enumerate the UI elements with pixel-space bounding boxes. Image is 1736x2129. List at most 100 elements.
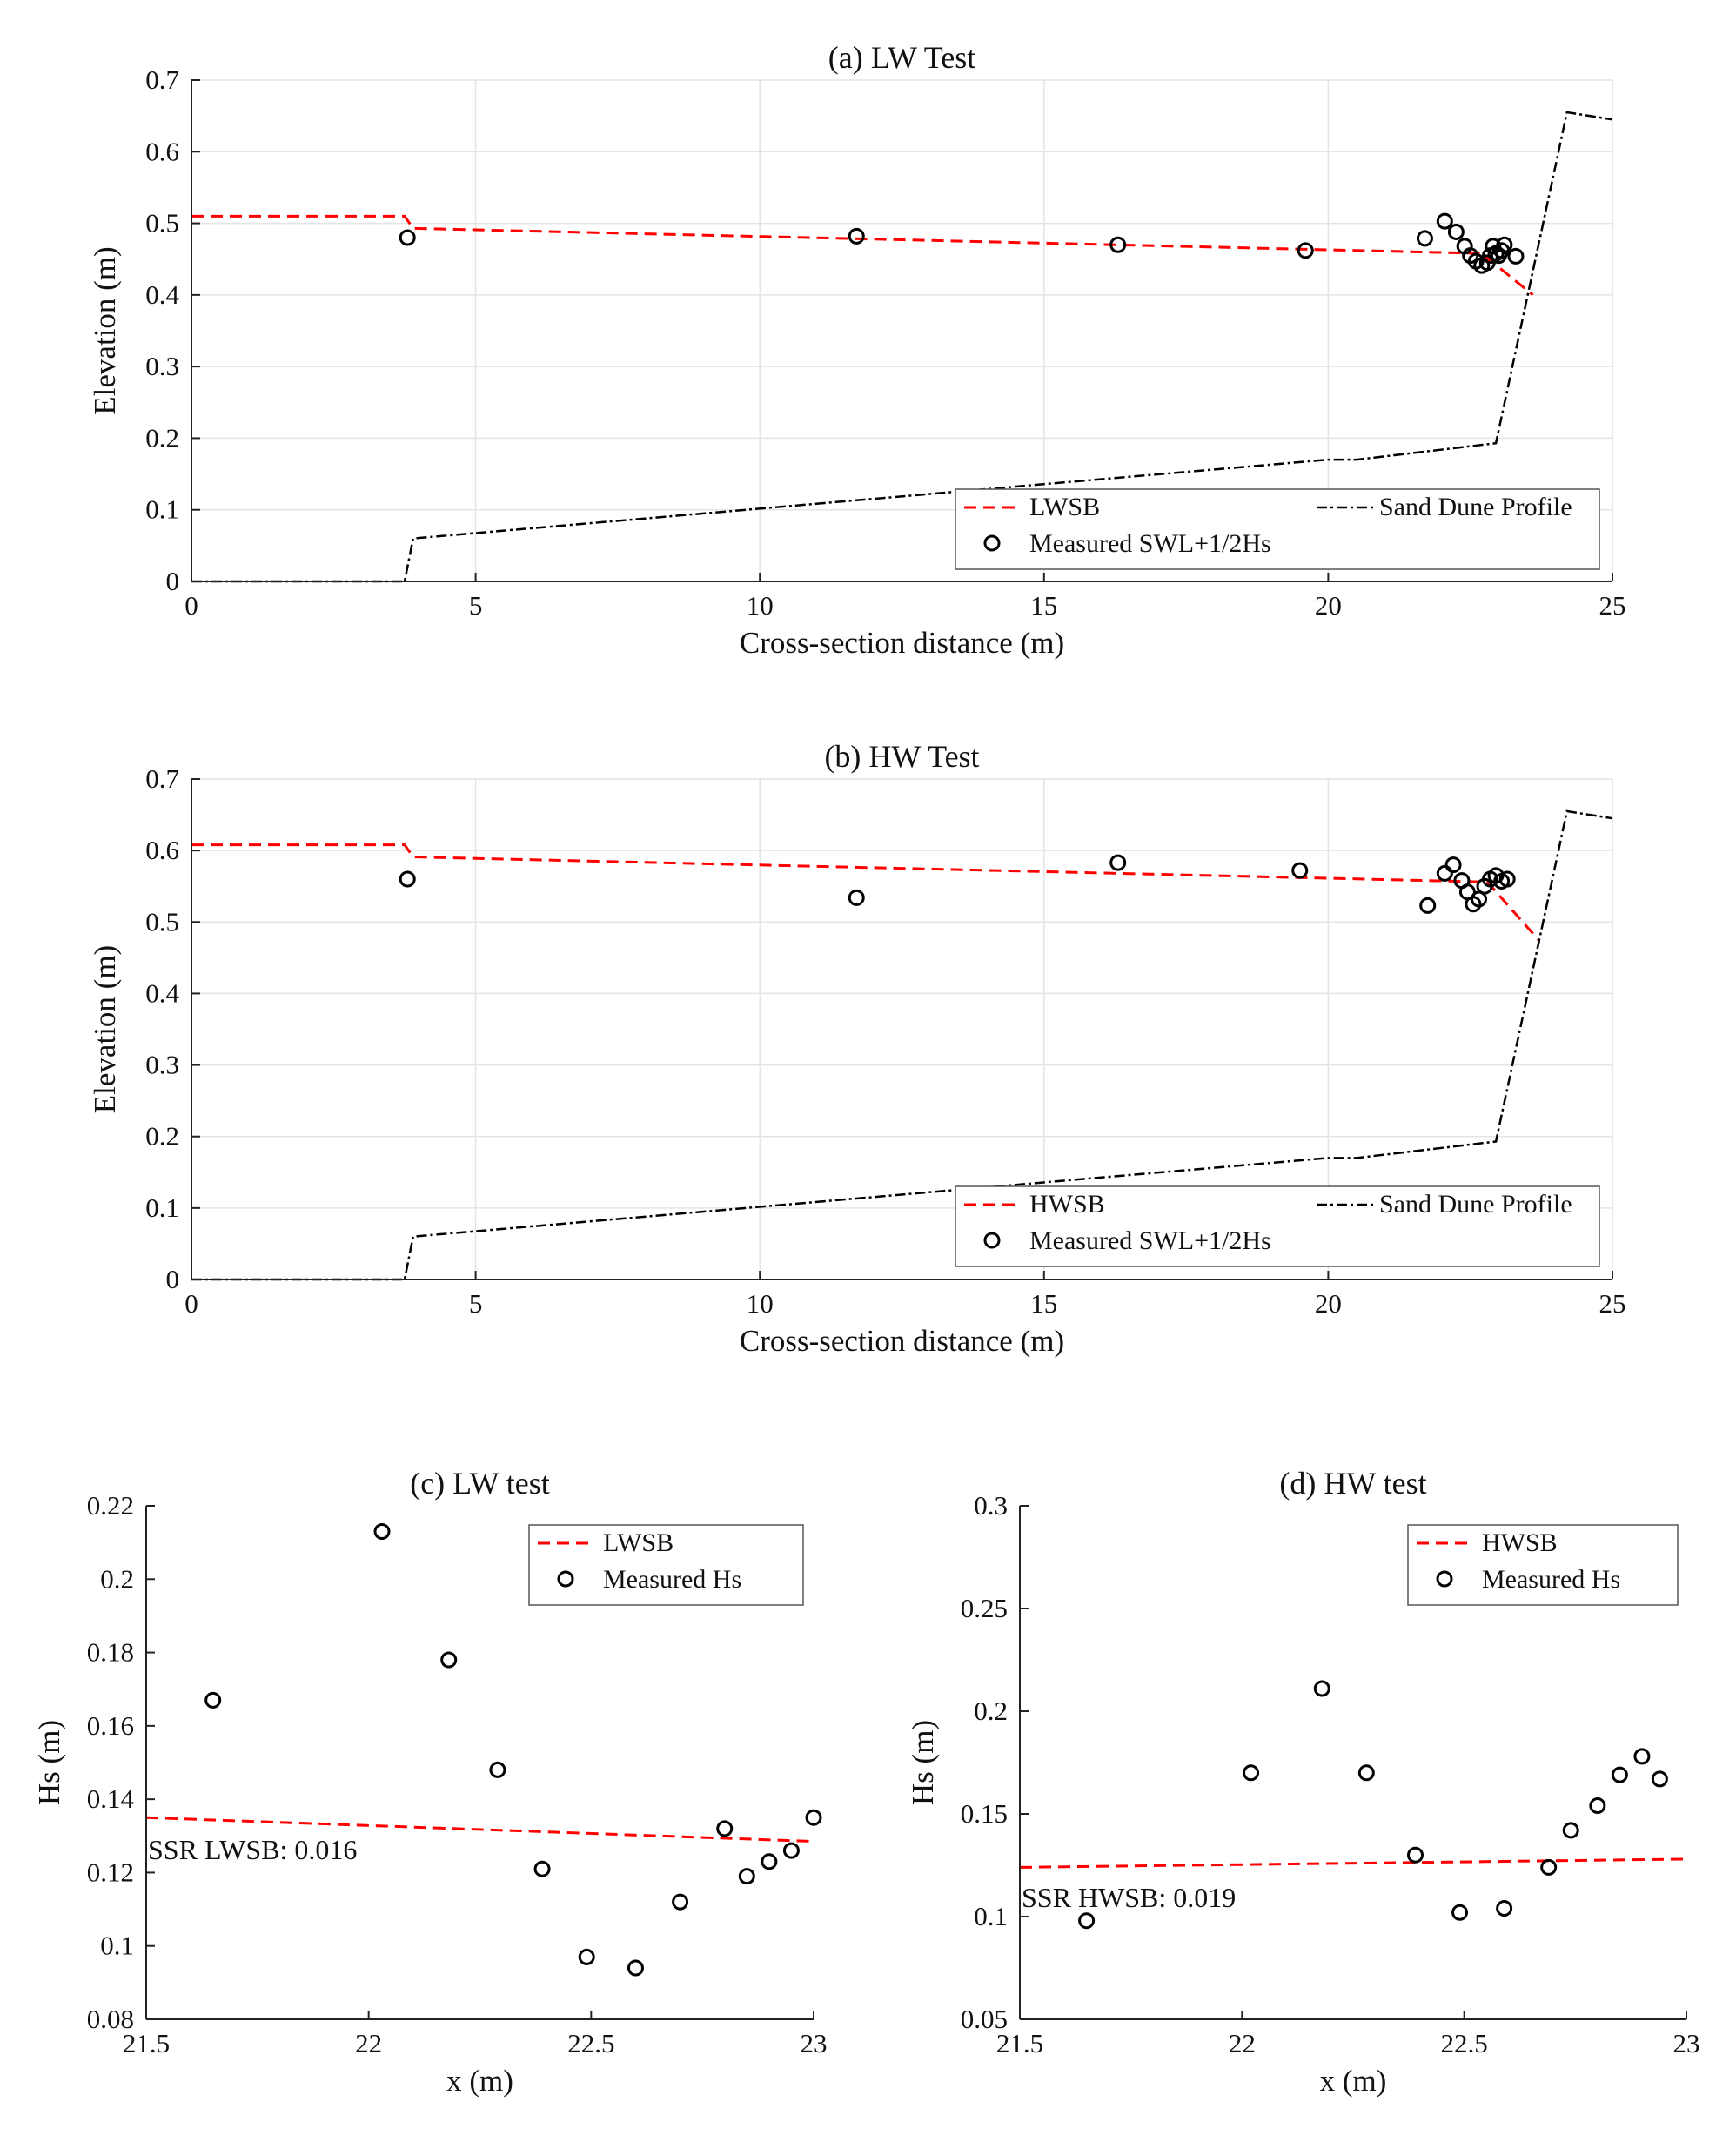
data-point	[440, 1651, 458, 1669]
data-point	[1633, 1748, 1651, 1765]
y-tick-label: 0.5	[145, 906, 179, 937]
x-tick-label: 25	[1599, 590, 1626, 621]
y-tick-label: 0.16	[87, 1710, 134, 1741]
y-tick-label: 0.3	[974, 1490, 1008, 1521]
y-axis-label: Elevation (m)	[88, 945, 122, 1113]
x-tick-label: 23	[1673, 2028, 1700, 2058]
series-line-lwsb	[191, 214, 1534, 297]
y-tick-label: 0.05	[961, 2004, 1008, 2034]
x-tick-label: 21.5	[123, 2028, 170, 2058]
y-tick-label: 0.6	[145, 835, 179, 865]
x-tick-label: 25	[1599, 1288, 1626, 1319]
x-tick-label: 15	[1030, 1288, 1057, 1319]
y-axis-label: Hs (m)	[32, 1720, 66, 1805]
series-line-hwsb	[1019, 1857, 1687, 1869]
y-tick-label: 0.2	[974, 1696, 1008, 1726]
legend-swatch-marker	[557, 1570, 574, 1588]
data-point	[399, 870, 416, 888]
data-point	[1419, 897, 1437, 914]
legend: LWSB Measured SWL+1/2Hs Sand Dune Profile	[955, 488, 1600, 570]
y-tick-label: 0.3	[145, 1050, 179, 1080]
panel-d: 21.5 22 22.5 23 0.05 0.1 0.15 0.2 0.25 0.3 (d) HW …	[906, 1466, 1700, 2098]
y-tick-label: 0.15	[961, 1798, 1008, 1829]
y-tick-label: 0	[166, 1264, 180, 1294]
y-tick-label: 0.3	[145, 351, 179, 381]
data-point	[805, 1809, 822, 1826]
legend-box	[1407, 1524, 1679, 1606]
data-point	[1078, 1912, 1096, 1930]
data-point	[1540, 1858, 1558, 1876]
data-point	[1416, 230, 1433, 247]
x-axis-label: x (m)	[446, 2064, 513, 2098]
x-tick-label: 23	[801, 2028, 828, 2058]
y-tick-label: 0.1	[974, 1901, 1008, 1931]
legend-box	[955, 488, 1600, 570]
x-tick-label: 5	[469, 1288, 483, 1319]
chart-title: (a) LW Test	[828, 40, 975, 75]
data-point	[672, 1893, 689, 1911]
data-point	[489, 1761, 506, 1778]
legend-label: LWSB	[603, 1528, 674, 1557]
x-tick-label: 10	[747, 590, 774, 621]
y-tick-label: 0	[166, 566, 180, 596]
y-tick-label: 0.1	[100, 1931, 134, 1961]
series-line-lwsb	[145, 1816, 814, 1844]
y-axis-label: Elevation (m)	[88, 246, 122, 414]
y-tick-label: 0.7	[145, 763, 179, 794]
y-tick-label: 0.6	[145, 136, 179, 166]
x-tick-label: 20	[1315, 590, 1342, 621]
data-point	[1611, 1766, 1628, 1783]
data-point	[1406, 1846, 1424, 1864]
legend-box	[528, 1524, 804, 1606]
data-point	[1496, 236, 1513, 253]
y-tick-label: 0.22	[87, 1490, 134, 1521]
data-point	[1436, 864, 1453, 882]
x-tick-label: 15	[1030, 590, 1057, 621]
ssr-annotation: SSR HWSB: 0.019	[1022, 1882, 1236, 1913]
y-tick-label: 0.12	[87, 1857, 134, 1887]
legend-label: Measured SWL+1/2Hs	[1029, 529, 1271, 558]
x-tick-label: 21.5	[996, 2028, 1043, 2058]
y-tick-label: 0.5	[145, 208, 179, 238]
chart-title: (b) HW Test	[824, 739, 979, 774]
y-axis-label: Hs (m)	[906, 1720, 940, 1805]
data-point	[1357, 1764, 1375, 1782]
data-point	[1291, 862, 1309, 879]
data-point	[1109, 236, 1127, 253]
data-point	[399, 229, 416, 246]
data-point	[761, 1853, 778, 1870]
panel-c: 21.5 22 22.5 23 0.08 0.1 0.12 0.14 0.16 0.18 0.2 0.…	[32, 1466, 828, 2098]
x-tick-label: 22	[355, 2028, 382, 2058]
y-tick-label: 0.4	[145, 977, 179, 1008]
y-tick-label: 0.1	[145, 1192, 179, 1223]
data-point	[1562, 1822, 1579, 1839]
legend-swatch-marker	[1436, 1570, 1453, 1588]
chart-title: (c) LW test	[410, 1466, 550, 1501]
x-tick-label: 0	[184, 1288, 198, 1319]
x-tick-label: 22	[1229, 2028, 1256, 2058]
ssr-annotation: SSR LWSB: 0.016	[148, 1834, 357, 1865]
series-line-sand-dune-profile	[191, 809, 1613, 1281]
x-axis-label: Cross-section distance (m)	[740, 626, 1064, 660]
y-tick-label: 0.25	[961, 1593, 1008, 1623]
y-tick-label: 0.7	[145, 64, 179, 95]
legend-box	[955, 1185, 1600, 1267]
data-point	[1651, 1770, 1668, 1788]
data-point	[1496, 1900, 1513, 1917]
data-point	[1243, 1764, 1260, 1782]
data-point	[1589, 1797, 1606, 1815]
data-point	[204, 1691, 222, 1709]
data-point	[1297, 242, 1314, 259]
y-tick-label: 0.1	[145, 494, 179, 525]
data-point	[1109, 854, 1127, 871]
data-point	[1444, 856, 1462, 874]
legend-swatch-marker	[983, 1232, 1001, 1249]
y-tick-label: 0.18	[87, 1637, 134, 1668]
legend-label: LWSB	[1029, 493, 1100, 521]
x-tick-label: 22.5	[1441, 2028, 1488, 2058]
x-tick-label: 22.5	[567, 2028, 614, 2058]
legend-label: Sand Dune Profile	[1379, 493, 1572, 521]
data-point	[848, 889, 865, 906]
data-point	[1451, 1904, 1469, 1921]
